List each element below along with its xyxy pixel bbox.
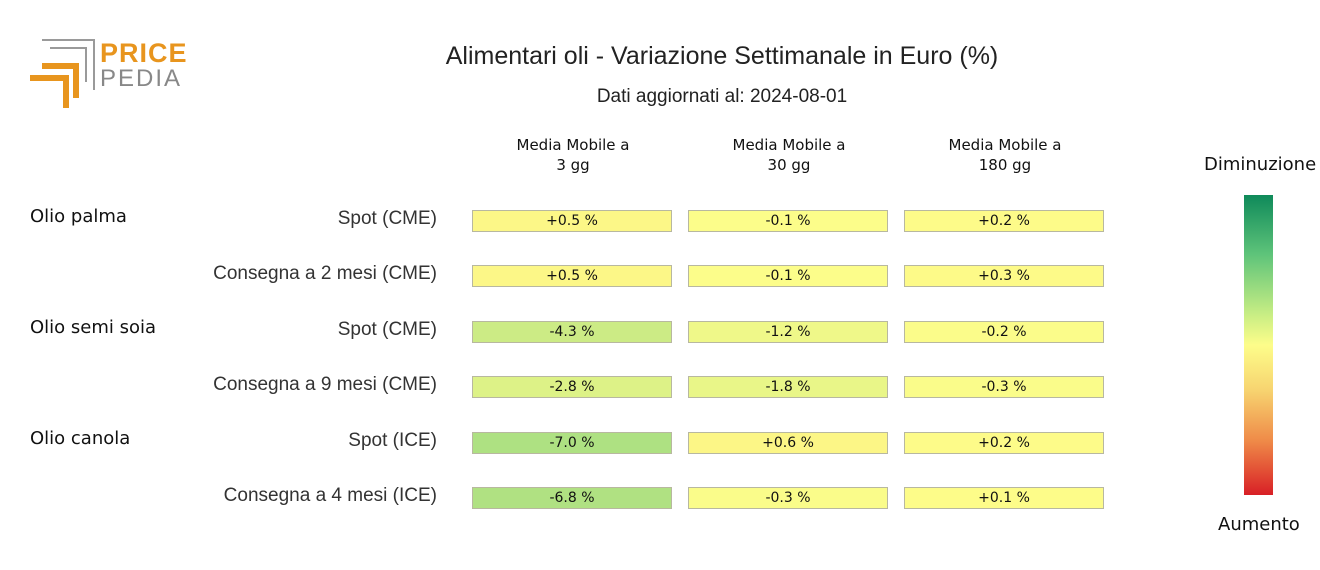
color-scale-bar [1244, 195, 1273, 495]
heatmap-cell: -2.8 % [472, 376, 672, 399]
legend-label-decrease: Diminuzione [1204, 154, 1317, 175]
heatmap-cell: -1.8 % [688, 376, 888, 399]
heatmap-cell: -0.1 % [688, 210, 888, 232]
column-header-line: Media Mobile a [948, 136, 1062, 154]
column-header-line: Media Mobile a [516, 136, 630, 154]
row-label: Spot (ICE) [348, 429, 437, 451]
row-label: Consegna a 4 mesi (ICE) [223, 485, 437, 506]
heatmap-cell: -0.3 % [904, 376, 1104, 399]
heatmap-cell: +0.2 % [904, 431, 1104, 454]
column-header-30gg: Media Mobile a 30 gg [688, 135, 890, 175]
heatmap-cell: +0.5 % [472, 210, 672, 232]
heatmap-cell: +0.6 % [688, 431, 888, 454]
heatmap-cell: -7.0 % [472, 431, 672, 454]
heatmap-cell: -6.8 % [472, 487, 672, 509]
group-label-olio-semi-soia: Olio semi soia [30, 317, 157, 338]
heatmap-cell: +0.2 % [904, 210, 1104, 232]
column-header-180gg: Media Mobile a 180 gg [904, 135, 1106, 175]
column-header-line: 3 gg [556, 156, 590, 174]
heatmap-cell: -0.1 % [688, 265, 888, 288]
row-label: Consegna a 2 mesi (CME) [213, 263, 437, 285]
heatmap-cell: +0.3 % [904, 265, 1104, 288]
row-label: Consegna a 9 mesi (CME) [213, 374, 437, 396]
group-label-olio-canola: Olio canola [30, 428, 131, 449]
heatmap-cell: +0.1 % [904, 487, 1104, 509]
legend-label-increase: Aumento [1218, 514, 1300, 535]
column-header-line: Media Mobile a [732, 136, 846, 154]
group-label-olio-palma: Olio palma [30, 206, 127, 227]
heatmap-cell: +0.5 % [472, 265, 672, 288]
row-label: Spot (CME) [337, 318, 437, 340]
heatmap-cell: -0.3 % [688, 487, 888, 509]
column-header-3gg: Media Mobile a 3 gg [472, 135, 674, 175]
logo-text-price: PRICE [100, 38, 188, 68]
logo-mark-icon [30, 39, 95, 108]
row-label: Spot (CME) [337, 208, 437, 229]
chart-title: Alimentari oli - Variazione Settimanale … [445, 42, 999, 70]
heatmap-cell: -4.3 % [472, 320, 672, 343]
column-header-line: 30 gg [767, 156, 811, 174]
heatmap-cell: -0.2 % [904, 320, 1104, 343]
pricepedia-logo: PRICE PEDIA [30, 38, 190, 110]
heatmap-cell: -1.2 % [688, 320, 888, 343]
column-header-line: 180 gg [978, 156, 1032, 174]
logo-text-pedia: PEDIA [100, 65, 183, 92]
chart-subtitle: Dati aggiornati al: 2024-08-01 [596, 86, 848, 107]
